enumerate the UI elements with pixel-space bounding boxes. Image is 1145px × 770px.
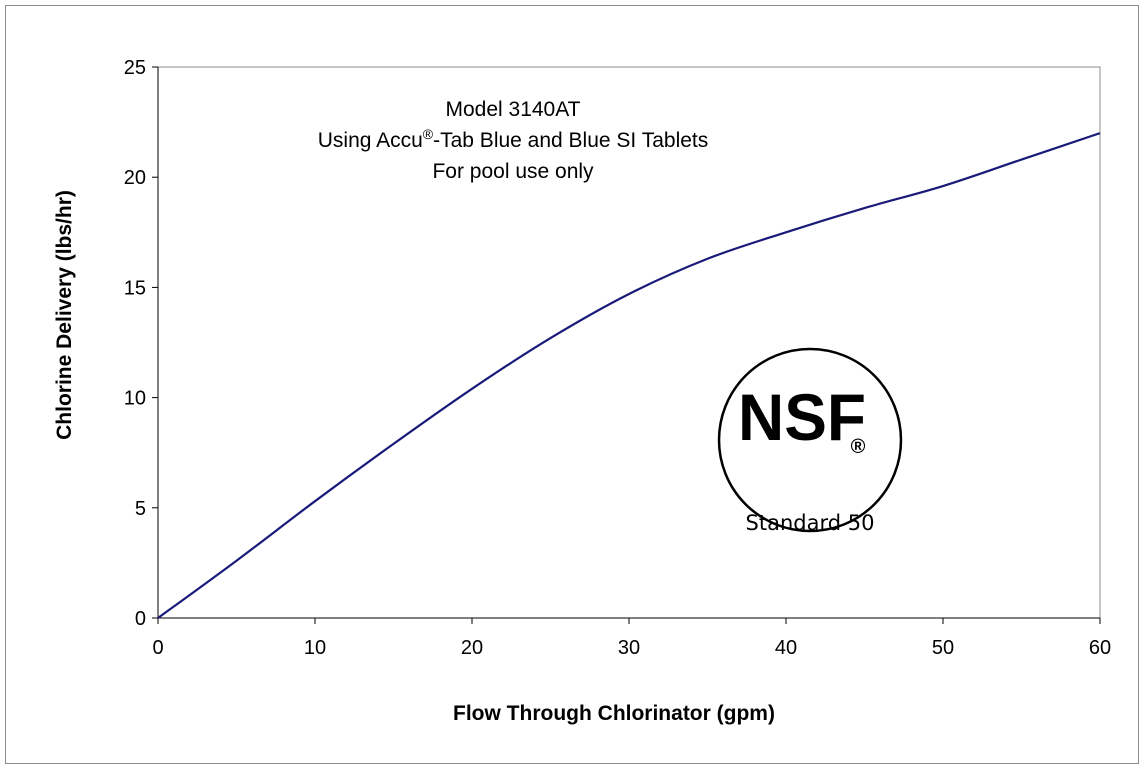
x-axis-title: Flow Through Chlorinator (gpm) xyxy=(453,702,775,725)
nsf-logo-mark: NSF xyxy=(738,380,866,454)
y-tick-label: 25 xyxy=(124,57,146,79)
axes: 0 10 20 30 40 50 60 0 5 10 15 20 25 xyxy=(124,57,1111,659)
chart-annotation: Model 3140AT Using Accu®-Tab Blue and Bl… xyxy=(318,98,709,183)
x-tick-label: 20 xyxy=(461,637,483,659)
y-tick-label: 5 xyxy=(135,498,146,520)
series-layer xyxy=(157,132,1101,619)
x-tick-label: 30 xyxy=(618,637,640,659)
y-tick-label: 20 xyxy=(124,167,146,189)
x-tick-label: 10 xyxy=(304,637,326,659)
nsf-registered-mark: ® xyxy=(851,436,866,458)
annotation-line-2: Using Accu®-Tab Blue and Blue SI Tablets xyxy=(318,126,709,152)
nsf-logo: NSF ® Standard 50 xyxy=(717,347,903,535)
chart-frame: 0 10 20 30 40 50 60 0 5 10 15 20 25 Flow Through Chl… xyxy=(5,5,1139,764)
y-tick-label: 0 xyxy=(135,608,146,630)
annotation-registered-mark: ® xyxy=(423,126,434,142)
x-tick-label: 60 xyxy=(1089,637,1111,659)
annotation-line-2-part-2: -Tab Blue and Blue SI Tablets xyxy=(433,129,708,152)
x-tick-label: 40 xyxy=(775,637,797,659)
nsf-logo-circle xyxy=(717,347,903,533)
y-tick-label: 15 xyxy=(124,277,146,299)
x-tick-label: 0 xyxy=(152,637,163,659)
annotation-line-2-part-1: Using Accu xyxy=(318,129,423,152)
chart: 0 10 20 30 40 50 60 0 5 10 15 20 25 Flow Through Chl… xyxy=(53,57,1111,725)
y-axis-title: Chlorine Delivery (lbs/hr) xyxy=(53,190,76,440)
x-tick-label: 50 xyxy=(932,637,954,659)
annotation-line-3: For pool use only xyxy=(432,160,594,183)
nsf-caption: Standard 50 xyxy=(746,511,875,535)
annotation-line-1: Model 3140AT xyxy=(445,98,580,121)
series-line xyxy=(157,132,1101,619)
y-tick-label: 10 xyxy=(124,388,146,410)
